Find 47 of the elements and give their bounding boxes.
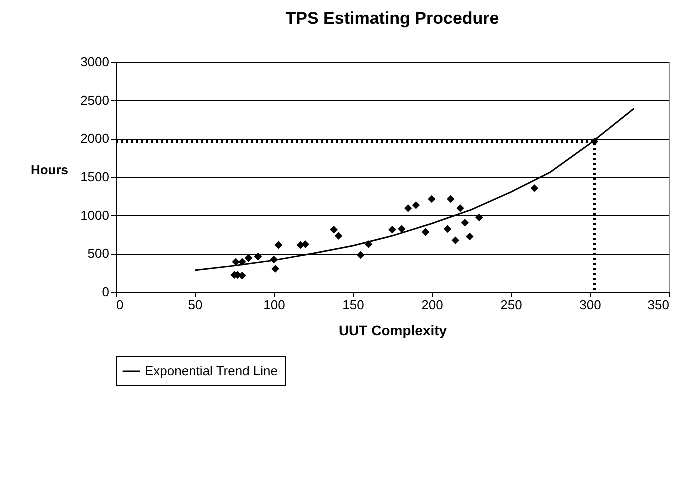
point <box>334 232 343 240</box>
chart-title: TPS Estimating Procedure <box>286 9 500 28</box>
x-tick-label: 350 <box>648 298 670 312</box>
x-tick-label: 100 <box>264 298 286 312</box>
point <box>254 252 262 261</box>
x-tick-label: 50 <box>188 298 203 312</box>
point <box>274 241 283 250</box>
point <box>461 219 470 227</box>
point <box>330 226 338 234</box>
point <box>412 201 420 210</box>
point <box>364 240 373 248</box>
point <box>388 226 396 234</box>
point <box>272 265 280 273</box>
point <box>302 240 310 248</box>
point <box>232 258 240 266</box>
point <box>466 232 474 241</box>
legend-label: Exponential Trend Line <box>145 364 278 378</box>
point <box>238 258 246 266</box>
point <box>447 195 455 204</box>
y-axis-title: Hours <box>30 162 68 178</box>
y-tick-label: 1500 <box>80 170 110 184</box>
point <box>428 195 436 204</box>
point <box>422 228 430 236</box>
point <box>530 184 539 192</box>
point <box>452 236 460 245</box>
point <box>444 225 452 234</box>
y-tick-label: 0 <box>102 284 110 300</box>
point <box>270 256 278 264</box>
point <box>404 204 412 212</box>
point <box>590 138 599 146</box>
x-tick-label: 0 <box>116 298 124 312</box>
point <box>456 204 464 212</box>
point <box>398 225 406 234</box>
point <box>244 254 253 262</box>
x-tick-label: 250 <box>500 298 522 312</box>
x-axis-title: UUT Complexity <box>338 322 448 338</box>
point <box>476 214 484 222</box>
point <box>357 251 365 260</box>
y-tick-label: 500 <box>88 246 110 262</box>
y-tick-label: 2500 <box>80 92 110 108</box>
x-tick-label: 200 <box>422 298 444 312</box>
y-tick-label: 3000 <box>80 54 110 70</box>
y-tick-label: 2000 <box>80 131 110 146</box>
y-tick-label: 1000 <box>80 208 110 223</box>
x-tick-label: 300 <box>580 298 602 312</box>
x-tick-label: 150 <box>342 298 364 312</box>
point <box>238 272 246 280</box>
